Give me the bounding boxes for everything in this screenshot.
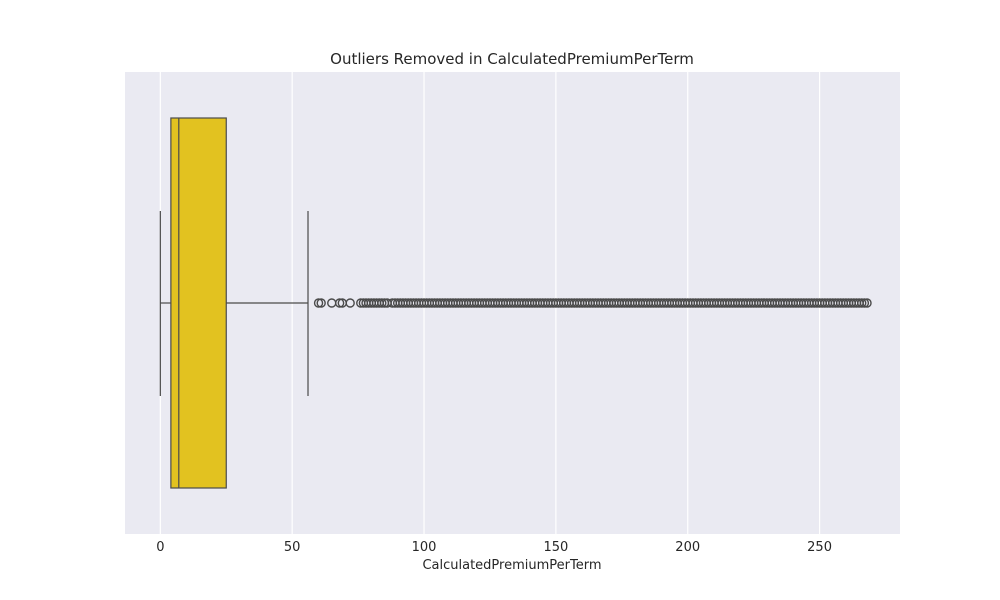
x-tick-label: 50: [284, 540, 301, 555]
box-plot-group: [159, 117, 872, 489]
x-tick-label: 150: [543, 540, 568, 555]
outlier-point: [857, 298, 867, 308]
box-iqr: [170, 117, 227, 489]
x-tick-label: 250: [807, 540, 832, 555]
outlier-point: [313, 298, 324, 308]
outlier-point: [334, 298, 345, 308]
outlier-point: [862, 298, 872, 308]
x-tick-label: 100: [412, 540, 437, 555]
outlier-point: [859, 298, 870, 308]
chart-title: Outliers Removed in CalculatedPremiumPer…: [330, 50, 694, 68]
outlier-point: [345, 298, 355, 308]
x-ticks: 0 50 100 150 200 250: [156, 540, 832, 555]
outlier-point: [316, 298, 326, 308]
x-tick-label: 200: [675, 540, 700, 555]
x-tick-label: 0: [156, 540, 164, 555]
outlier-point: [377, 298, 387, 308]
x-axis-label: CalculatedPremiumPerTerm: [422, 558, 601, 573]
